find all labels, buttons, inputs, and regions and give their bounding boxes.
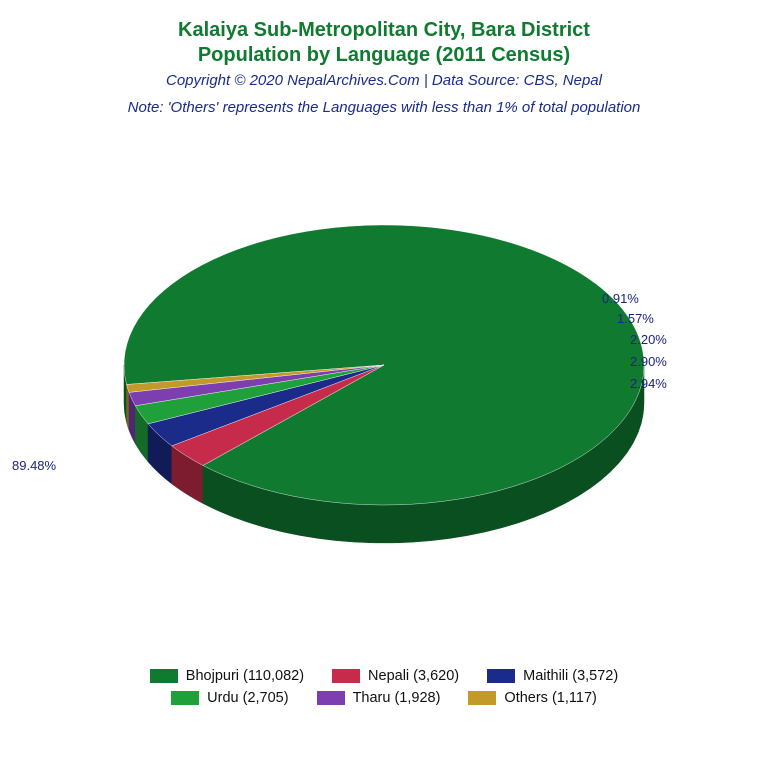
legend-label: Nepali (3,620)	[368, 668, 459, 684]
legend: Bhojpuri (110,082) Nepali (3,620) Maithili…	[0, 668, 768, 706]
legend-swatch	[150, 669, 178, 683]
note-line: Note: 'Others' represents the Languages …	[0, 99, 768, 116]
slice-label: 0.91%	[602, 291, 639, 306]
slice-label: 2.20%	[630, 332, 667, 347]
legend-label: Bhojpuri (110,082)	[186, 668, 304, 684]
title-block: Kalaiya Sub-Metropolitan City, Bara Dist…	[0, 0, 768, 116]
legend-swatch	[487, 669, 515, 683]
slice-label: 2.94%	[630, 376, 667, 391]
subtitle: Copyright © 2020 NepalArchives.Com | Dat…	[0, 72, 768, 89]
legend-item: Urdu (2,705)	[171, 690, 288, 706]
legend-swatch	[468, 691, 496, 705]
title-line-1: Kalaiya Sub-Metropolitan City, Bara Dist…	[0, 18, 768, 43]
legend-swatch	[171, 691, 199, 705]
legend-item: Maithili (3,572)	[487, 668, 618, 684]
slice-label: 89.48%	[12, 458, 56, 473]
legend-swatch	[317, 691, 345, 705]
legend-label: Others (1,117)	[504, 690, 596, 706]
legend-item: Bhojpuri (110,082)	[150, 668, 304, 684]
slice-label: 1.57%	[617, 311, 654, 326]
title-line-2: Population by Language (2011 Census)	[0, 43, 768, 68]
legend-swatch	[332, 669, 360, 683]
legend-label: Tharu (1,928)	[353, 690, 441, 706]
legend-label: Urdu (2,705)	[207, 690, 288, 706]
pie-chart: 89.48% 2.94% 2.90% 2.20% 1.57% 0.91%	[0, 140, 768, 580]
legend-item: Nepali (3,620)	[332, 668, 459, 684]
pie-svg	[34, 140, 734, 580]
legend-item: Tharu (1,928)	[317, 690, 441, 706]
legend-label: Maithili (3,572)	[523, 668, 618, 684]
legend-item: Others (1,117)	[468, 690, 596, 706]
slice-label: 2.90%	[630, 354, 667, 369]
